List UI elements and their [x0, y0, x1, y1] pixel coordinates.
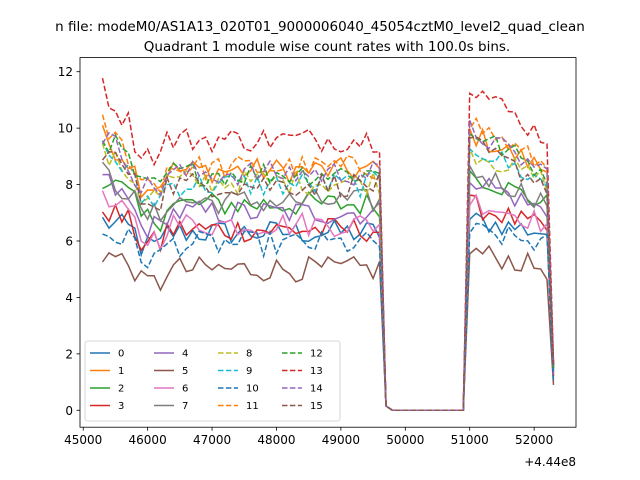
legend-label-11: 11 [246, 401, 259, 412]
series-line-5 [101, 244, 555, 412]
legend-label-12: 12 [310, 349, 323, 360]
legend-label-2: 2 [118, 384, 124, 395]
y-tick-label: 12 [58, 65, 73, 79]
series-group [101, 77, 555, 412]
y-tick-label: 6 [65, 234, 73, 248]
axes-group: 45000 46000 47000 48000 49000 50000 51000 52000… [58, 57, 577, 447]
series-line-4 [102, 173, 555, 412]
series-line-14 [101, 120, 555, 412]
axes-frame [79, 57, 577, 428]
chart-suptitle: n file: modeM0/AS1A13_020T01_9000006040_… [55, 19, 585, 35]
y-tick-label: 8 [65, 178, 73, 192]
series-line-13 [101, 77, 555, 412]
legend-label-1: 1 [118, 366, 124, 377]
series-line-7 [101, 161, 555, 412]
series-line-2 [102, 168, 555, 412]
legend-label-4: 4 [182, 349, 188, 360]
legend-label-10: 10 [246, 384, 259, 395]
legend-label-13: 13 [310, 366, 323, 377]
y-tick-label: 10 [58, 122, 73, 136]
series-line-11 [101, 114, 555, 412]
legend-label-3: 3 [118, 401, 124, 412]
legend-label-8: 8 [246, 349, 252, 360]
series-line-12 [101, 132, 555, 412]
legend-label-0: 0 [118, 349, 124, 360]
chart-title: Quadrant 1 module wise count rates with … [144, 39, 510, 55]
series-line-10 [102, 222, 555, 412]
y-tick-label: 2 [65, 347, 73, 361]
y-tick-label: 4 [65, 291, 73, 305]
legend-label-15: 15 [310, 401, 323, 412]
series-line-3 [101, 194, 555, 412]
x-tick-label: 49000 [322, 433, 360, 447]
x-offset-label: +4.44e8 [524, 455, 576, 469]
legend-label-14: 14 [310, 384, 323, 395]
x-tick-label: 51000 [451, 433, 489, 447]
series-line-8 [101, 143, 555, 412]
legend-frame [84, 340, 341, 422]
legend-label-5: 5 [182, 366, 188, 377]
legend-label-9: 9 [246, 366, 252, 377]
x-tick-label: 45000 [64, 433, 102, 447]
x-tick-label: 48000 [257, 433, 295, 447]
legend-label-6: 6 [182, 384, 188, 395]
series-line-15 [101, 136, 555, 412]
series-line-0 [101, 212, 555, 412]
legend-label-7: 7 [182, 401, 188, 412]
x-tick-label: 52000 [515, 433, 553, 447]
y-tick-label: 0 [65, 404, 73, 418]
series-line-6 [101, 190, 555, 412]
x-tick-label: 47000 [193, 433, 231, 447]
x-tick-label: 50000 [386, 433, 424, 447]
x-tick-label: 46000 [129, 433, 167, 447]
